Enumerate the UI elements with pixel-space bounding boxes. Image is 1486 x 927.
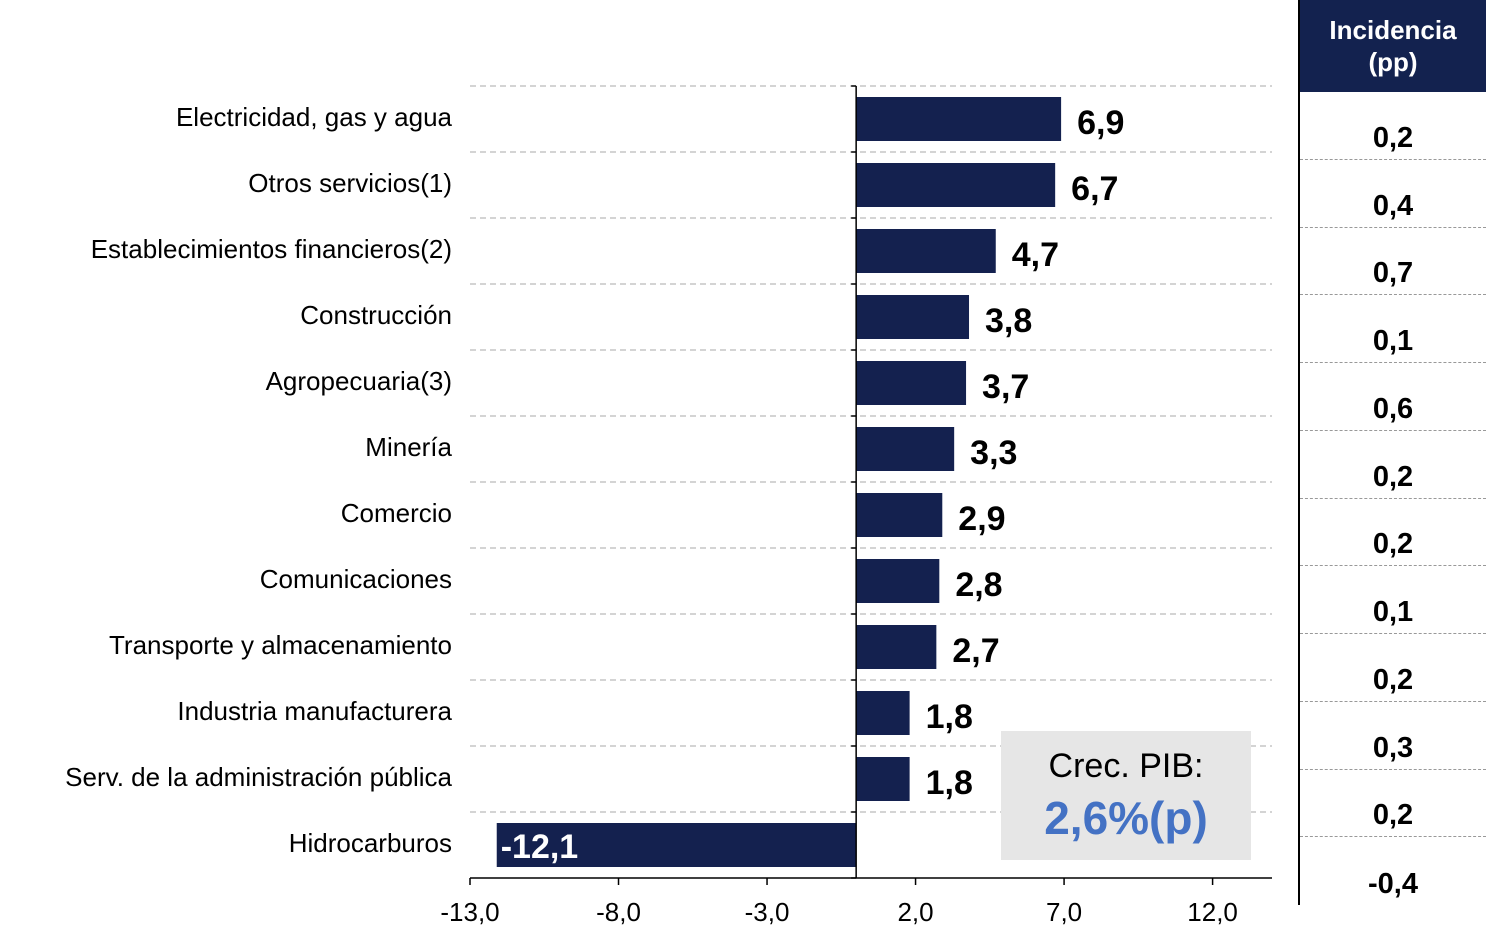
bar — [856, 361, 966, 405]
y-tick-label: Comercio — [341, 498, 452, 528]
y-tick-label: Transporte y almacenamiento — [109, 630, 452, 660]
value-label: 6,9 — [1077, 104, 1124, 142]
value-label: 2,9 — [958, 500, 1005, 538]
incidence-value: 0,2 — [1300, 770, 1486, 838]
y-tick-label: Serv. de la administración pública — [65, 762, 452, 792]
x-tick-label: 2,0 — [897, 897, 933, 927]
bar — [856, 625, 936, 669]
y-tick-label: Comunicaciones — [260, 564, 452, 594]
incidence-value: 0,1 — [1300, 295, 1486, 363]
value-label: 3,7 — [982, 368, 1029, 406]
y-tick-label: Establecimientos financieros(2) — [91, 234, 452, 264]
x-tick-label: -3,0 — [745, 897, 790, 927]
bar — [856, 163, 1055, 207]
y-tick-label: Minería — [365, 432, 452, 462]
chart: -13,0 -8,0 -3,0 2,0 7,0 12,0 Electricidad, gas… — [0, 0, 1296, 927]
incidence-value: 0,2 — [1300, 92, 1486, 160]
value-label: 4,7 — [1012, 236, 1059, 274]
bar — [856, 295, 969, 339]
bar — [856, 493, 942, 537]
bar — [856, 229, 996, 273]
incidence-header: Incidencia (pp) — [1300, 0, 1486, 92]
bar — [856, 559, 939, 603]
incidence-value: -0,4 — [1300, 837, 1486, 905]
incidence-value: 0,2 — [1300, 634, 1486, 702]
y-tick-label: Otros servicios(1) — [248, 168, 452, 198]
bar — [856, 691, 909, 735]
value-label: 1,8 — [926, 764, 973, 802]
value-label: 2,7 — [952, 632, 999, 670]
incidence-value: 0,6 — [1300, 363, 1486, 431]
annotation-text: Crec. PIB: — [1049, 747, 1204, 785]
y-tick-label: Industria manufacturera — [177, 696, 452, 726]
value-label: 3,8 — [985, 302, 1032, 340]
annotation-value: 2,6%(p) — [1044, 792, 1208, 844]
bar — [856, 97, 1061, 141]
y-tick-label: Construcción — [300, 300, 452, 330]
incidence-value: 0,4 — [1300, 160, 1486, 228]
incidence-value: 0,2 — [1300, 431, 1486, 499]
incidence-value: 0,3 — [1300, 702, 1486, 770]
value-label: 2,8 — [955, 566, 1002, 604]
incidence-value: 0,2 — [1300, 499, 1486, 567]
x-tick-label: -13,0 — [440, 897, 499, 927]
bar — [856, 427, 954, 471]
x-tick-label: 12,0 — [1187, 897, 1238, 927]
value-label: 6,7 — [1071, 170, 1118, 208]
y-tick-label: Electricidad, gas y agua — [176, 102, 453, 132]
bar — [856, 757, 909, 801]
incidence-value: 0,1 — [1300, 566, 1486, 634]
y-tick-label: Agropecuaria(3) — [266, 366, 452, 396]
incidence-value: 0,7 — [1300, 228, 1486, 296]
value-label: 1,8 — [926, 698, 973, 736]
value-label: -12,1 — [501, 828, 579, 866]
x-tick-label: 7,0 — [1046, 897, 1082, 927]
page: {"chart_data": {"type": "barh", "categor… — [0, 0, 1486, 927]
value-label: 3,3 — [970, 434, 1017, 472]
y-tick-label: Hidrocarburos — [289, 828, 452, 858]
x-tick-label: -8,0 — [596, 897, 641, 927]
